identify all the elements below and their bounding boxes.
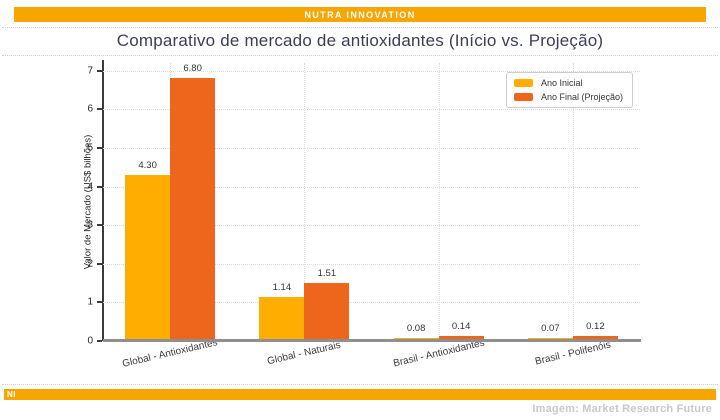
- y-tick-label: 3: [87, 219, 93, 231]
- bar: [125, 174, 171, 341]
- y-axis-spine: [102, 60, 104, 341]
- bar-value-label: 6.80: [183, 63, 202, 75]
- gridline-horizontal: [103, 70, 640, 72]
- x-tick-label: Global - Antioxidantes: [121, 337, 219, 370]
- y-axis-label: Valor de Mercado (US$ bilhões): [82, 134, 94, 270]
- y-tick-mark: [97, 340, 102, 342]
- x-tick-label: Brasil - Antioxidantes: [391, 337, 486, 370]
- bar-value-label: 0.14: [451, 320, 471, 332]
- gridline-vertical: [304, 63, 306, 341]
- separator-below-title: [2, 55, 718, 56]
- legend-swatch: [513, 93, 533, 101]
- y-tick-mark: [97, 146, 102, 149]
- x-tick-label: Global - Naturais: [266, 339, 343, 368]
- gridline-vertical: [572, 63, 574, 341]
- y-tick-label: 5: [87, 142, 93, 154]
- brand-header-bar: NUTRA INNOVATION: [14, 7, 706, 22]
- y-tick-label: 7: [87, 65, 93, 77]
- brand-name: NUTRA INNOVATION: [304, 9, 416, 20]
- bar-value-label: 1.14: [272, 281, 292, 293]
- y-tick-mark: [97, 108, 102, 111]
- brand-abbreviation: NI: [7, 390, 16, 399]
- legend-label: Ano Inicial: [540, 78, 583, 88]
- legend-row: Ano Final (Projeção): [513, 92, 623, 102]
- gridline-vertical: [438, 63, 440, 341]
- plot-area: Valor de Mercado (US$ bilhões) Ano Inici…: [83, 60, 640, 370]
- y-tick-label: 0: [87, 335, 93, 347]
- bar: [572, 336, 618, 341]
- bar-value-label: 4.30: [138, 159, 157, 171]
- x-axis-baseline: [103, 339, 641, 342]
- bar-value-label: 0.07: [541, 323, 560, 335]
- gridline-horizontal: [103, 186, 640, 188]
- gridline-horizontal: [103, 225, 640, 227]
- y-tick-mark: [97, 262, 102, 265]
- chart-legend: Ano Inicial Ano Final (Projeção): [505, 72, 633, 108]
- bar: [259, 296, 305, 341]
- bar: [304, 282, 350, 341]
- y-tick-label: 2: [87, 258, 93, 270]
- bar: [438, 335, 484, 341]
- y-tick-mark: [97, 301, 102, 304]
- bar-value-label: 0.12: [586, 321, 605, 333]
- gridline-horizontal: [103, 263, 640, 265]
- separator-top: [2, 27, 718, 28]
- bar-value-label: 0.08: [406, 322, 426, 334]
- brand-footer-bar: NI: [4, 389, 716, 400]
- y-tick-label: 6: [87, 103, 93, 115]
- y-tick-label: 4: [87, 181, 93, 193]
- gridline-horizontal: [103, 147, 640, 149]
- image-credit: Imagem: Market Research Future: [532, 403, 712, 415]
- x-tick-label: Brasil - Polifenóis: [533, 339, 612, 368]
- separator-footer: [2, 384, 718, 385]
- legend-label: Ano Final (Projeção): [540, 92, 623, 102]
- legend-row: Ano Inicial: [513, 78, 623, 88]
- y-tick-mark: [97, 224, 102, 227]
- bar: [170, 78, 216, 341]
- gridline-horizontal: [103, 302, 640, 304]
- legend-swatch: [513, 79, 533, 87]
- page-title: Comparativo de mercado de antioxidantes …: [116, 31, 604, 50]
- bar-value-label: 1.51: [317, 267, 337, 279]
- y-tick-label: 1: [87, 296, 93, 308]
- y-tick-mark: [97, 185, 102, 188]
- y-tick-mark: [97, 69, 102, 72]
- gridline-horizontal: [103, 109, 640, 111]
